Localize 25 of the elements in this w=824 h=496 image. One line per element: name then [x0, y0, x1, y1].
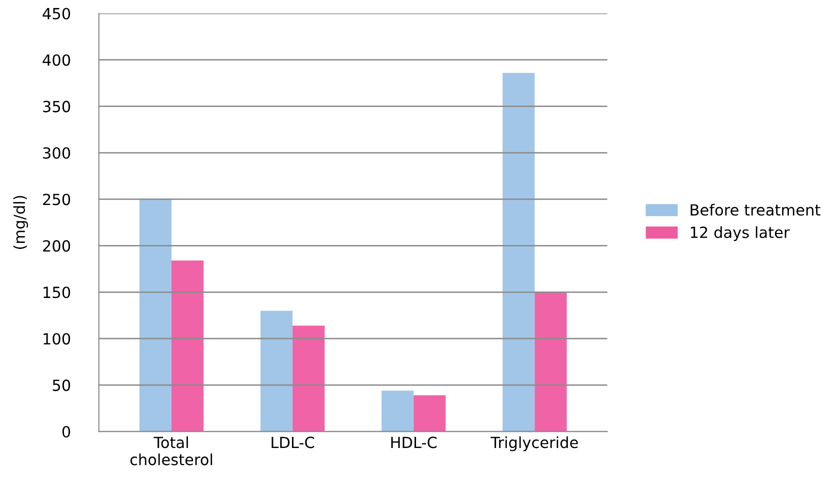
bar [534, 292, 567, 432]
y-tick-label: 250 [43, 194, 70, 206]
x-tick-label: Total cholesterol [130, 436, 212, 466]
bar [260, 310, 293, 432]
legend-label: 12 days later [690, 226, 790, 242]
bar [172, 260, 204, 432]
bar [502, 72, 535, 432]
y-tick-label: 300 [43, 147, 70, 159]
bar [139, 199, 172, 432]
y-tick-label: 400 [42, 54, 70, 66]
bar [292, 326, 325, 432]
y-axis-title: (mg/dl) [13, 196, 28, 249]
x-tick-label: LDL-C [272, 436, 314, 448]
x-tick-label: HDL-C [391, 436, 437, 448]
bar [382, 390, 414, 432]
bar [414, 395, 446, 432]
y-tick-label: 450 [42, 8, 70, 20]
y-tick-label: 100 [44, 333, 70, 345]
y-tick-label: 200 [43, 240, 70, 252]
y-tick-label: 0 [62, 426, 70, 438]
y-tick-label: 150 [44, 286, 70, 298]
y-tick-label: 350 [43, 100, 70, 112]
legend-label: Before treatment [690, 204, 820, 216]
y-tick-label: 50 [52, 380, 70, 392]
x-tick-label: Triglyceride [490, 436, 578, 452]
